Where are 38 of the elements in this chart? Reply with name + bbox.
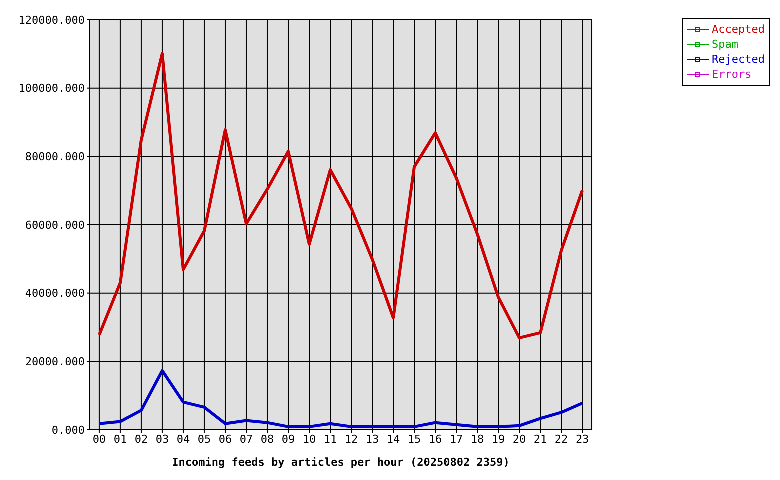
x-tick-label: 17 [450,432,464,446]
y-tick-label: 120000.000 [18,14,85,27]
x-tick-label: 01 [114,432,128,446]
x-tick-label: 02 [134,432,148,446]
x-axis-title: Incoming feeds by articles per hour (20250802 2359) [172,456,510,469]
legend-label: Accepted [711,22,765,37]
x-tick-label: 11 [324,432,338,446]
legend-label: Errors [711,67,753,82]
x-tick-label: 13 [366,432,380,446]
legend-label: Rejected [711,52,765,67]
x-tick-label: 07 [240,432,254,446]
y-tick-label: 40000.000 [25,287,85,300]
y-tick-label: 0.000 [52,424,85,437]
x-tick-label: 08 [260,432,274,446]
x-tick-label: 14 [386,432,401,446]
x-tick-label: 15 [408,432,422,446]
line-series [98,52,584,340]
x-tick-label: 03 [156,432,170,446]
y-tick-label: 80000.000 [25,150,85,164]
y-tick-label: 100000.000 [18,82,85,96]
x-tick-label: 09 [282,432,296,446]
x-tick-label: 00 [92,432,106,446]
x-tick-label: 18 [470,432,484,446]
line-series [98,369,584,428]
x-tick-label: 04 [176,432,190,446]
x-tick-label: 05 [198,432,212,446]
x-tick-label: 06 [218,432,232,446]
x-tick-label: 22 [554,432,568,446]
x-tick-label: 12 [344,432,358,446]
x-tick-label: 20 [512,432,526,446]
legend-label: Spam [711,37,740,52]
y-tick-label: 20000.000 [25,356,85,369]
x-tick-label: 19 [492,432,506,446]
x-tick-label: 21 [534,432,548,446]
x-tick-label: 10 [302,432,316,446]
x-tick-label: 16 [428,432,442,446]
x-tick-label: 23 [576,432,590,446]
y-tick-label: 60000.000 [25,218,85,232]
